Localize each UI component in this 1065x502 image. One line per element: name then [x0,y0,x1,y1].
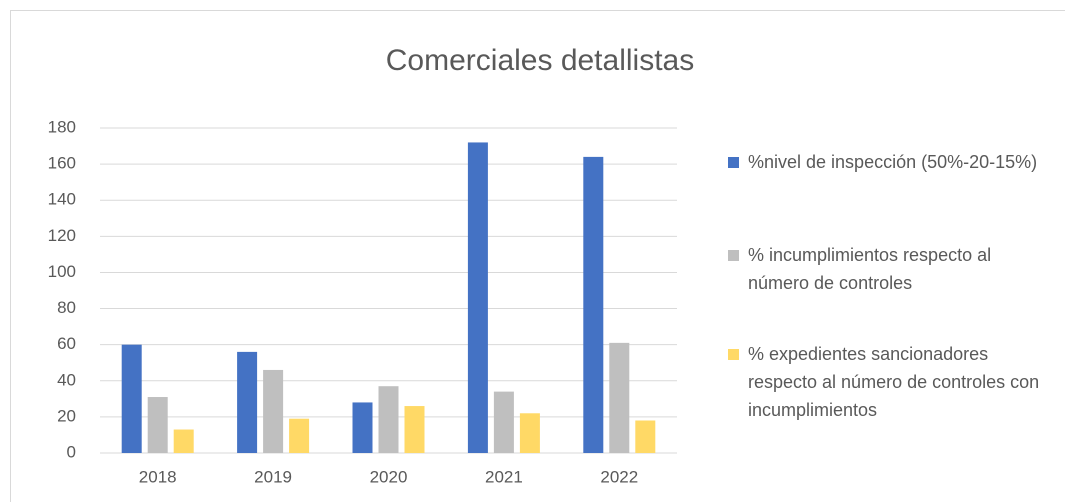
bar [173,429,194,453]
y-tick-label: 60 [57,334,76,353]
bar [404,406,425,453]
chart-title: Comerciales detallistas [386,44,694,77]
bar [635,420,656,453]
y-tick-label: 0 [67,442,76,461]
y-tick-label: 120 [48,226,76,245]
bar [352,402,373,453]
bar [493,391,514,453]
x-tick-label: 2020 [370,467,408,486]
legend-swatch [728,157,739,168]
x-tick-label: 2021 [485,467,523,486]
legend-item: %nivel de inspección (50%-20-15%) [728,148,1048,176]
legend-label: % expedientes sancionadores respecto al … [748,344,1040,420]
bar [263,369,284,453]
y-tick-label: 160 [48,154,76,173]
y-tick-label: 40 [57,370,76,389]
legend-item: % expedientes sancionadores respecto al … [728,340,1048,424]
legend-swatch [728,349,739,360]
y-tick-label: 140 [48,190,76,209]
legend-item: % incumplimientos respecto al número de … [728,241,1048,297]
x-tick-label: 2018 [139,467,177,486]
y-tick-label: 180 [48,117,76,136]
y-tick-label: 100 [48,262,76,281]
x-tick-label: 2019 [254,467,292,486]
legend-swatch [728,250,739,261]
bar [609,342,630,453]
bar [519,413,540,453]
bar [121,344,142,453]
bar [237,351,258,453]
legend-label: % incumplimientos respecto al número de … [748,245,992,293]
bar [147,397,168,453]
y-tick-label: 80 [57,298,76,317]
bar [467,142,488,453]
legend-label: %nivel de inspección (50%-20-15%) [748,152,1038,172]
chart-border [10,10,1065,502]
bar [378,386,399,453]
y-tick-label: 20 [57,406,76,425]
x-tick-label: 2022 [600,467,638,486]
bar [583,156,604,453]
bar [289,418,310,453]
